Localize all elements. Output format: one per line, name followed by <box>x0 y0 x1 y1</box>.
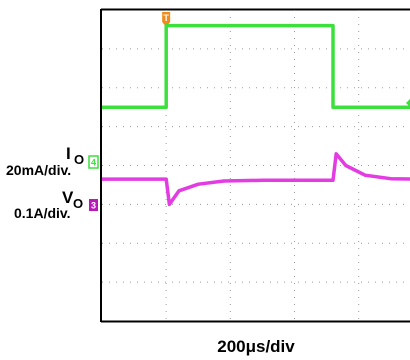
trigger-marker-label: T <box>163 13 169 23</box>
io-channel-marker: 4 <box>88 155 99 169</box>
io-offscreen-marker <box>406 99 410 107</box>
plot-frame <box>101 9 410 322</box>
io-label-main: I <box>66 144 71 163</box>
x-axis-label: 200μs/div <box>217 337 295 356</box>
io-current-waveform <box>102 23 410 109</box>
vo-channel-marker-digit: 3 <box>91 201 96 211</box>
trigger-marker: T <box>162 12 171 27</box>
vo-label-main: V <box>62 188 74 207</box>
io-channel-label: I O 20mA/div. <box>6 144 84 178</box>
vo-voltage-waveform <box>102 152 410 207</box>
vo-channel-label: V O 0.1A/div. <box>14 188 83 221</box>
vo-scale-text: 0.1A/div. <box>14 205 71 221</box>
vo-label-sub: O <box>73 196 83 211</box>
io-channel-marker-box <box>88 155 99 169</box>
vo-channel-marker-box <box>89 199 98 211</box>
io-label-sub: O <box>74 152 84 167</box>
trigger-marker-shape <box>162 12 171 27</box>
io-channel-marker-digit: 4 <box>91 158 96 168</box>
graticule-grid <box>102 10 410 321</box>
vo-channel-marker: 3 <box>89 199 98 211</box>
io-scale-text: 20mA/div. <box>6 162 71 178</box>
